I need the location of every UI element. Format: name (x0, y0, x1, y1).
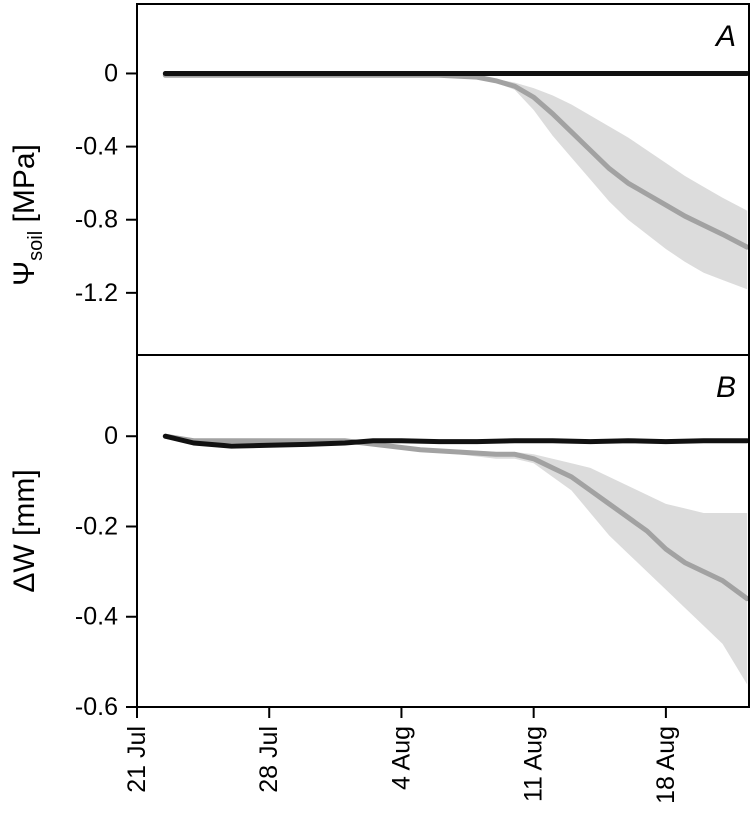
panel-b-y-tick-label: -0.6 (75, 693, 118, 721)
panel-a: 0 -0.4 -0.8 -1.2 A Ψsoil [MPa] (8, 3, 750, 356)
panelA-uncertainty-band (165, 75, 748, 290)
panel-b-y-label-main: ΔW (8, 544, 41, 593)
panel-a-band-layer (165, 75, 748, 290)
panel-a-y-axis-label: Ψsoil [MPa] (8, 144, 47, 286)
panel-a-y-label-unit: [MPa] (8, 144, 41, 231)
x-tick-label: 11 Aug (520, 726, 548, 802)
panel-b-frame (136, 354, 750, 708)
panel-a-letter: A (714, 20, 736, 53)
panel-a-y-tick-label: -0.8 (75, 206, 118, 234)
panelB-uncertainty-band (165, 436, 748, 685)
panel-b-line-layer (162, 433, 750, 602)
panel-b-y-label-unit: [mm] (8, 469, 41, 544)
panel-b-y-axis-label: ΔW [mm] (8, 469, 41, 592)
panel-a-y-tick-label: -0.4 (75, 133, 118, 161)
x-tick-label: 21 Jul (123, 726, 151, 793)
panel-a-y-tick-label: 0 (104, 59, 118, 87)
panel-b-y-tick-label: -0.4 (75, 603, 118, 631)
panel-b-letter: B (716, 371, 736, 404)
panel-a-y-ticks: 0 -0.4 -0.8 -1.2 (75, 59, 137, 307)
panel-a-y-label-sub: soil (25, 231, 47, 261)
panelB-black-series-line (162, 433, 750, 449)
panelB-grey-series-line (162, 433, 750, 602)
panel-b-band-layer (165, 436, 748, 685)
panel-b-y-tick-label: -0.2 (75, 512, 118, 540)
x-tick-label: 18 Aug (652, 726, 680, 804)
panel-b-y-tick-label: 0 (104, 422, 118, 450)
x-tick-label: 4 Aug (387, 726, 415, 790)
panel-b: 0 -0.2 -0.4 -0.6 21 Jul 28 Jul 4 Aug 11 … (8, 354, 750, 804)
x-tick-label: 28 Jul (255, 726, 283, 793)
panel-a-line-layer (162, 70, 750, 250)
panel-b-y-ticks: 0 -0.2 -0.4 -0.6 (75, 422, 137, 721)
panel-a-y-label-main: Ψ (8, 261, 41, 286)
panel-a-y-tick-label: -1.2 (75, 279, 118, 307)
panel-b-x-ticks: 21 Jul 28 Jul 4 Aug 11 Aug 18 Aug (123, 707, 680, 804)
